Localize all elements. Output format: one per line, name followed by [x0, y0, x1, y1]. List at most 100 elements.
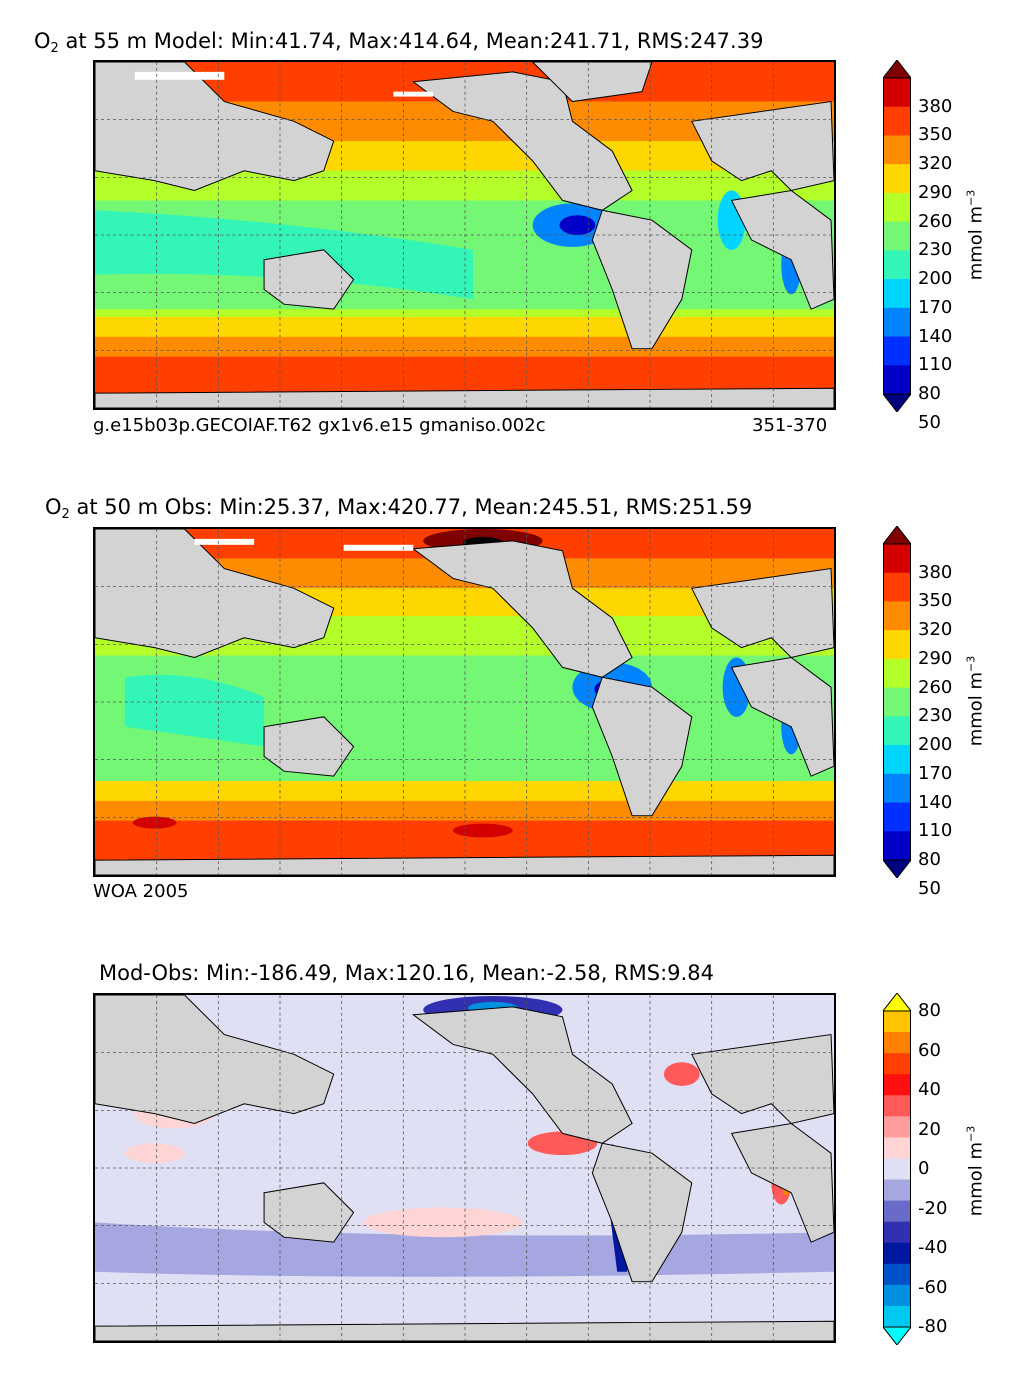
- colorbar-tick-label: 80: [918, 1000, 941, 1021]
- colorbar-tick-label: 260: [918, 676, 953, 698]
- colorbar-segment: [883, 307, 911, 338]
- unit-text: mmol m: [965, 205, 987, 281]
- colorbar-tick-label: 320: [918, 619, 953, 641]
- colorbar-segment: [883, 250, 911, 280]
- title-species: O: [45, 495, 62, 519]
- colorbar-segment: [883, 601, 911, 631]
- unit-exponent: −3: [964, 189, 978, 206]
- colorbar-tick-label: 260: [918, 210, 953, 232]
- title-subscript: 2: [61, 507, 70, 522]
- colorbar-tick-label: 230: [918, 239, 953, 261]
- colorbar-segment: [883, 1074, 911, 1096]
- colorbar-segment: [883, 1116, 911, 1138]
- diff-panel-title: Mod-Obs: Min:-186.49, Max:120.16, Mean:-…: [99, 963, 714, 984]
- colorbar-extend-top: [883, 526, 911, 545]
- colorbar-tick-label: -40: [918, 1237, 948, 1258]
- colorbar-tick-label: 0: [918, 1158, 930, 1179]
- colorbar-tick-label: 380: [918, 95, 953, 117]
- colorbar-tick-label: 170: [918, 762, 953, 784]
- colorbar-segment: [883, 1053, 911, 1075]
- colorbar-tick-label: 50: [918, 411, 941, 433]
- diff-oxygen-map: [93, 993, 836, 1343]
- colorbar-segment: [883, 544, 911, 574]
- colorbar-tick-label: 350: [918, 124, 953, 146]
- obs-colorbar: [883, 526, 911, 878]
- colorbar-segment: [883, 1032, 911, 1054]
- colorbar-tick-label: 350: [918, 590, 953, 612]
- colorbar-segment: [883, 1242, 911, 1265]
- obs-source-caption: WOA 2005: [93, 881, 189, 902]
- colorbar-tick-label: 20: [918, 1118, 941, 1140]
- colorbar-tick-label: 170: [918, 296, 953, 318]
- obs-panel-title: O2 at 50 m Obs: Min:25.37, Max:420.77, M…: [45, 495, 753, 522]
- diff-colorbar-unit: mmol m−3: [964, 1126, 986, 1217]
- colorbar-tick-label: 140: [918, 325, 953, 347]
- obs-oxygen-map: [93, 527, 836, 877]
- model-oxygen-map: [93, 60, 836, 410]
- colorbar-segment: [883, 1263, 911, 1286]
- colorbar-extend-bottom: [883, 859, 911, 878]
- obs-colorbar-unit: mmol m−3: [964, 656, 986, 747]
- colorbar-segment: [883, 687, 911, 717]
- unit-exponent: −3: [964, 655, 978, 672]
- title-stats: at 55 m Model: Min:41.74, Max:414.64, Me…: [58, 29, 764, 53]
- title-stats: at 50 m Obs: Min:25.37, Max:420.77, Mean…: [69, 495, 753, 519]
- colorbar-tick-label: 200: [918, 734, 953, 756]
- colorbar-segment: [883, 135, 911, 165]
- colorbar-segment: [883, 1200, 911, 1223]
- colorbar-segment: [883, 365, 911, 395]
- colorbar-segment: [883, 192, 911, 223]
- model-colorbar: [883, 60, 911, 412]
- colorbar-segment: [883, 802, 911, 832]
- colorbar-tick-label: 50: [918, 877, 941, 899]
- colorbar-tick-label: 200: [918, 268, 953, 290]
- title-stats: Mod-Obs: Min:-186.49, Max:120.16, Mean:-…: [99, 961, 714, 985]
- unit-text: mmol m: [965, 1141, 987, 1217]
- colorbar-segment: [883, 106, 911, 136]
- unit-text: mmol m: [965, 671, 987, 747]
- colorbar-tick-label: 290: [918, 181, 953, 203]
- model-panel-title: O2 at 55 m Model: Min:41.74, Max:414.64,…: [34, 29, 764, 56]
- colorbar-extend-bottom: [883, 393, 911, 412]
- model-colorbar-unit: mmol m−3: [964, 190, 986, 281]
- colorbar-extend-top: [883, 60, 911, 79]
- colorbar-segment: [883, 773, 911, 804]
- colorbar-segment: [883, 1137, 911, 1159]
- title-species: O: [34, 29, 51, 53]
- colorbar-tick-label: 110: [918, 354, 953, 376]
- colorbar-tick-label: 80: [918, 849, 941, 870]
- colorbar-segment: [883, 1284, 911, 1307]
- colorbar-segment: [883, 630, 911, 660]
- model-years-caption: 351-370: [752, 415, 828, 436]
- colorbar-segment: [883, 1221, 911, 1244]
- colorbar-segment: [883, 1305, 911, 1328]
- diff-colorbar: [883, 993, 911, 1345]
- title-subscript: 2: [50, 41, 59, 56]
- unit-exponent: −3: [964, 1125, 978, 1142]
- colorbar-segment: [883, 716, 911, 746]
- colorbar-segment: [883, 78, 911, 108]
- colorbar-tick-label: -20: [918, 1197, 948, 1219]
- colorbar-segment: [883, 658, 911, 689]
- colorbar-segment: [883, 745, 911, 775]
- colorbar-segment: [883, 831, 911, 861]
- colorbar-tick-label: 290: [918, 647, 953, 669]
- colorbar-segment: [883, 1095, 911, 1117]
- colorbar-tick-label: 40: [918, 1079, 941, 1100]
- colorbar-tick-label: 320: [918, 153, 953, 175]
- colorbar-segment: [883, 221, 911, 251]
- colorbar-tick-label: -80: [918, 1316, 948, 1337]
- colorbar-segment: [883, 279, 911, 309]
- colorbar-tick-label: 80: [918, 383, 941, 404]
- colorbar-tick-label: -60: [918, 1276, 948, 1298]
- model-run-caption: g.e15b03p.GECOIAF.T62 gx1v6.e15 gmaniso.…: [93, 415, 546, 436]
- colorbar-tick-label: 230: [918, 705, 953, 727]
- colorbar-segment: [883, 1158, 911, 1181]
- colorbar-segment: [883, 164, 911, 194]
- colorbar-tick-label: 140: [918, 791, 953, 813]
- colorbar-segment: [883, 336, 911, 366]
- colorbar-tick-label: 60: [918, 1039, 941, 1061]
- colorbar-segment: [883, 572, 911, 602]
- colorbar-segment: [883, 1179, 911, 1202]
- colorbar-tick-label: 380: [918, 561, 953, 583]
